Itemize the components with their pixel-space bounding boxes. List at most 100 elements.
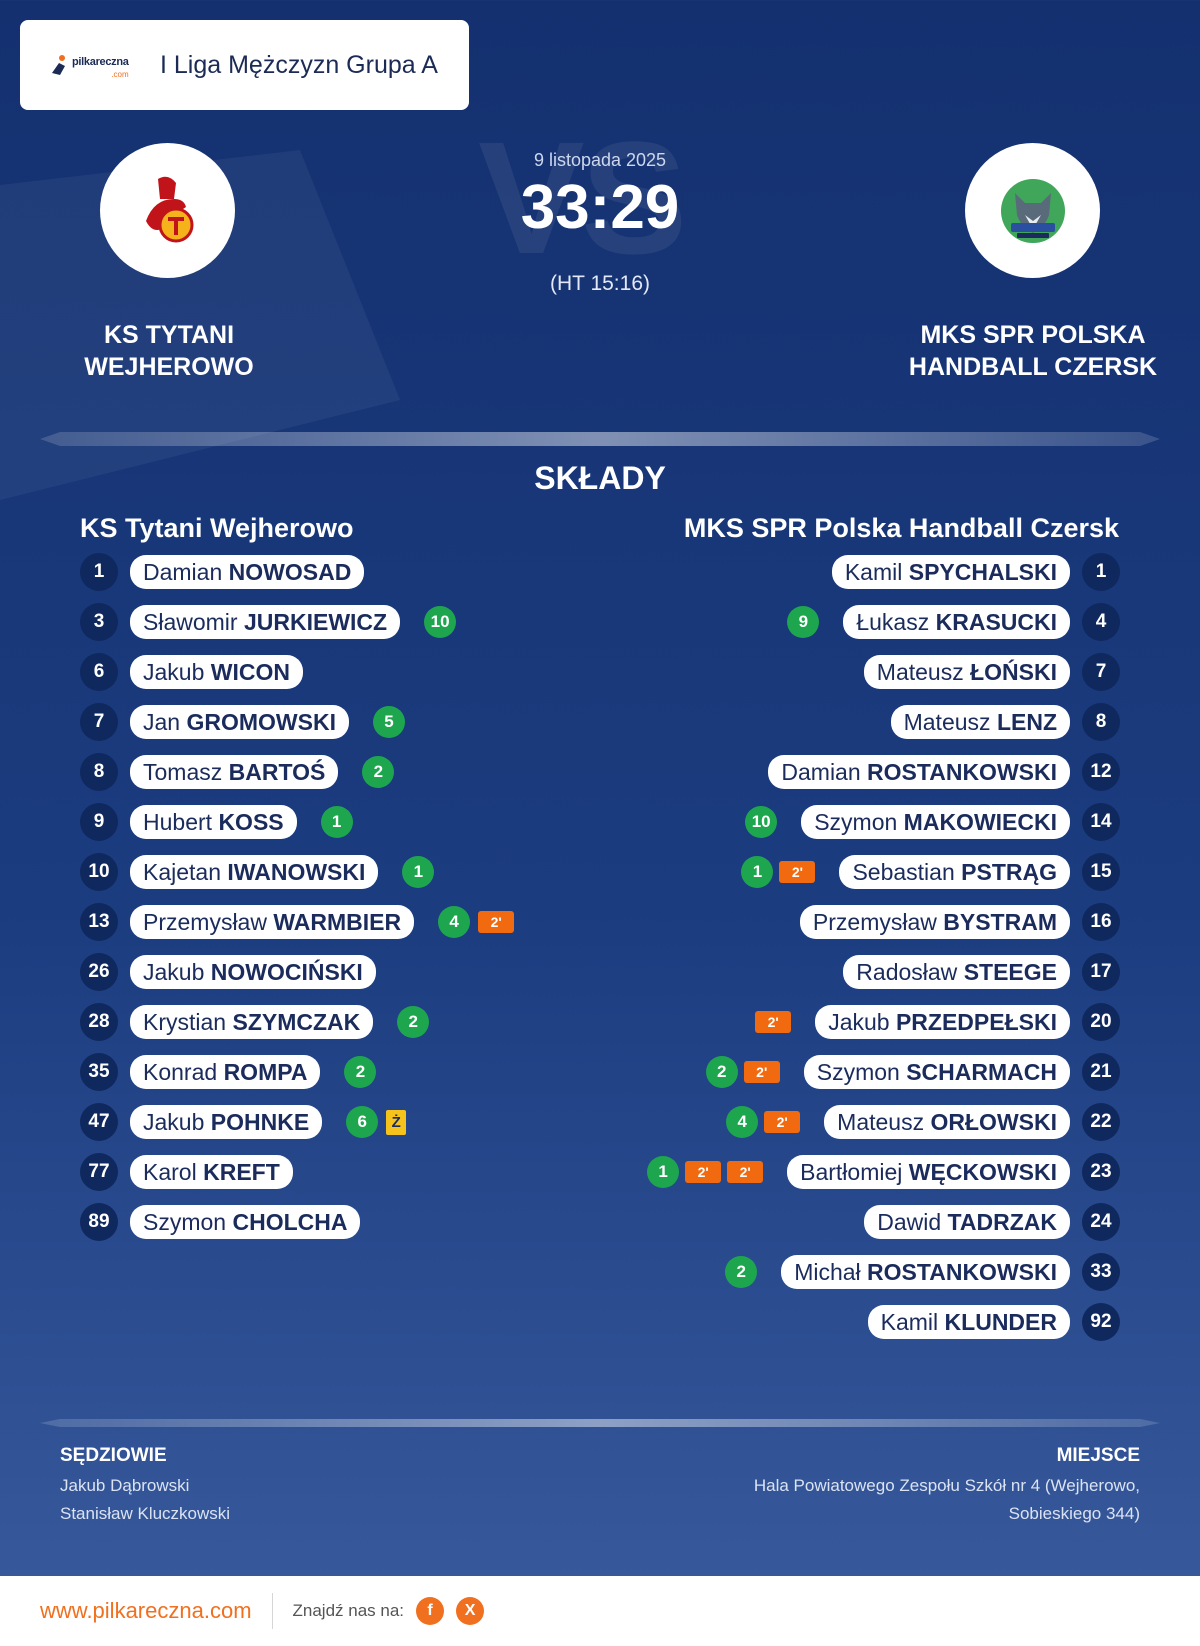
player-row: 92 Kamil KLUNDER [867,1303,1120,1341]
player-number: 8 [1082,703,1120,741]
player-last-name: GROMOWSKI [186,709,336,735]
player-first-name: Łukasz [856,609,930,635]
site-link[interactable]: www.pilkareczna.com [40,1598,252,1623]
home-team-title: KS TYTANI WEJHEROWO [0,319,359,383]
home-team-logo[interactable] [100,143,235,278]
player-name[interactable]: Jakub PRZEDPEŁSKI [815,1005,1070,1039]
player-name[interactable]: Jakub WICON [130,655,303,689]
player-stats: 5 [372,706,405,738]
goals-badge: 5 [372,706,405,738]
player-name[interactable]: Przemysław BYSTRAM [799,905,1070,939]
player-first-name: Sławomir [143,609,238,635]
yellow-card-badge: Ż [386,1109,407,1135]
player-name[interactable]: Damian NOWOSAD [130,555,365,589]
goals-badge: 1 [741,856,774,888]
player-last-name: PRZEDPEŁSKI [895,1009,1057,1035]
player-first-name: Mateusz [903,709,991,735]
player-name[interactable]: Przemysław WARMBIER [130,905,415,939]
player-name[interactable]: Hubert KOSS [130,805,297,839]
player-name[interactable]: Mateusz ORŁOWSKI [824,1105,1070,1139]
player-name[interactable]: Michał ROSTANKOWSKI [781,1255,1070,1289]
player-number: 26 [80,953,118,991]
player-row: 24 Dawid TADRZAK [864,1203,1120,1241]
player-name[interactable]: Dawid TADRZAK [864,1205,1070,1239]
player-name[interactable]: Kajetan IWANOWSKI [130,855,379,889]
player-row: 1 Kamil SPYCHALSKI [831,553,1120,591]
x-icon[interactable]: X [456,1597,485,1625]
player-name[interactable]: Szymon MAKOWIECKI [801,805,1070,839]
away-title-line-2: HANDBALL CZERSK [908,353,1158,381]
player-last-name: ROSTANKOWSKI [867,759,1057,785]
player-last-name: NOWOCIŃSKI [210,959,363,985]
player-name[interactable]: Szymon SCHARMACH [803,1055,1070,1089]
player-stats: 2 [397,1006,430,1038]
player-name[interactable]: Karol KREFT [130,1155,293,1189]
player-name[interactable]: Łukasz KRASUCKI [843,605,1070,639]
player-name[interactable]: Bartłomiej WĘCKOWSKI [787,1155,1070,1189]
player-name[interactable]: Jakub NOWOCIŃSKI [130,955,376,989]
player-number: 35 [80,1053,118,1091]
league-header: pilkareczna .com I Liga Mężczyzn Grupa A [20,20,469,110]
referee-name: Jakub Dąbrowski [60,1476,190,1495]
player-number: 89 [80,1203,118,1241]
player-first-name: Damian [143,559,223,585]
halftime-score: (HT 15:16) [550,272,650,295]
player-first-name: Hubert [143,809,213,835]
player-name[interactable]: Jan GROMOWSKI [130,705,349,739]
player-name[interactable]: Mateusz LENZ [890,705,1070,739]
player-name[interactable]: Tomasz BARTOŚ [130,755,339,789]
player-stats: 2 [362,756,395,788]
player-row: 28 Krystian SZYMCZAK 2 [80,1003,430,1041]
player-first-name: Kamil [844,559,903,585]
player-name[interactable]: Sebastian PSTRĄG [839,855,1070,889]
player-first-name: Szymon [143,1209,227,1235]
player-name[interactable]: Konrad ROMPA [130,1055,321,1089]
player-name[interactable]: Radosław STEEGE [843,955,1070,989]
player-name[interactable]: Krystian SZYMCZAK [130,1005,374,1039]
player-number: 13 [80,903,118,941]
player-row: 6 Jakub WICON [80,653,303,691]
player-last-name: SZYMCZAK [232,1009,361,1035]
suspension-badge: 2' [755,1011,792,1033]
player-name[interactable]: Damian ROSTANKOWSKI [768,755,1070,789]
player-name[interactable]: Jakub POHNKE [130,1105,323,1139]
home-title-line-1: KS TYTANI [103,321,235,349]
player-first-name: Kamil [880,1309,939,1335]
wolf-handball-icon [1000,178,1065,243]
player-last-name: MAKOWIECKI [903,809,1057,835]
player-name[interactable]: Kamil SPYCHALSKI [831,555,1070,589]
player-first-name: Jakub [828,1009,890,1035]
handball-player-icon [52,55,65,75]
player-number: 10 [80,853,118,891]
away-team-logo[interactable] [965,143,1100,278]
player-stats: 2' 4 [726,1106,801,1138]
player-first-name: Jakub [143,959,205,985]
player-number: 1 [80,553,118,591]
player-stats: 2 [344,1056,377,1088]
footer: www.pilkareczna.com Znajdź nas na: f X [0,1576,1200,1646]
player-row: 7 Mateusz ŁOŃSKI [863,653,1120,691]
player-first-name: Damian [781,759,861,785]
player-number: 8 [80,753,118,791]
goals-badge: 10 [745,806,778,838]
player-number: 16 [1082,903,1120,941]
pilkareczna-logo[interactable]: pilkareczna .com [48,52,140,79]
player-row: 26 Jakub NOWOCIŃSKI [80,953,376,991]
player-name[interactable]: Mateusz ŁOŃSKI [863,655,1070,689]
player-first-name: Szymon [816,1059,900,1085]
player-last-name: ŁOŃSKI [970,659,1057,685]
player-name[interactable]: Sławomir JURKIEWICZ [130,605,401,639]
player-name[interactable]: Kamil KLUNDER [867,1305,1070,1339]
facebook-icon[interactable]: f [416,1597,445,1625]
away-team-title: MKS SPR POLSKA HANDBALL CZERSK [843,319,1200,383]
player-number: 23 [1082,1153,1120,1191]
goals-badge: 9 [787,606,820,638]
player-name[interactable]: Szymon CHOLCHA [130,1205,361,1239]
suspension-badge: 2' [727,1161,764,1183]
player-first-name: Przemysław [812,909,937,935]
player-stats: 1 [402,856,435,888]
find-us-label: Znajdź nas na: [292,1601,405,1620]
home-lineup-title: KS Tytani Wejherowo [80,513,354,543]
player-first-name: Kajetan [143,859,222,885]
